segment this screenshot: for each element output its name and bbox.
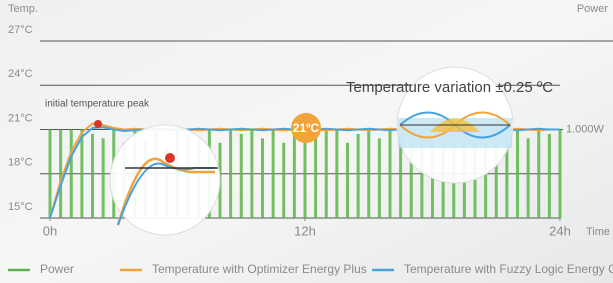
y-tick-label: 24°C bbox=[8, 68, 33, 80]
legend-label: Temperature with Fuzzy Logic Energy Cont… bbox=[404, 262, 613, 276]
power-bar bbox=[240, 134, 243, 218]
power-bar bbox=[357, 134, 360, 218]
power-bar bbox=[229, 130, 232, 219]
power-bar bbox=[367, 130, 370, 219]
power-bar bbox=[527, 138, 530, 218]
peak-dot bbox=[94, 120, 102, 128]
power-bar bbox=[282, 143, 285, 218]
power-bar bbox=[80, 130, 83, 219]
power-bar bbox=[325, 130, 328, 219]
x-axis-title: Time bbox=[586, 226, 610, 238]
power-bar bbox=[389, 130, 392, 219]
y2-axis-title: Power bbox=[577, 3, 609, 15]
y-tick-label: 15°C bbox=[8, 201, 33, 213]
power-bar bbox=[272, 130, 275, 219]
legend-label: Power bbox=[40, 262, 74, 276]
x-tick-label: 0h bbox=[43, 223, 57, 238]
power-bar bbox=[293, 130, 296, 219]
y-tick-label: 18°C bbox=[8, 157, 33, 169]
power-bar bbox=[516, 130, 519, 219]
power-bar bbox=[250, 130, 253, 219]
power-bar bbox=[548, 134, 551, 218]
y-axis-title: Temp. bbox=[8, 3, 38, 15]
power-bar bbox=[537, 130, 540, 219]
power-bar bbox=[49, 130, 52, 219]
power-bar bbox=[59, 130, 62, 219]
power-bar bbox=[346, 143, 349, 218]
zoom-circle bbox=[110, 125, 220, 235]
y-tick-label: 27°C bbox=[8, 24, 33, 36]
y-tick-label: 21°C bbox=[8, 112, 33, 124]
peak-dot bbox=[165, 153, 175, 163]
power-bar bbox=[314, 138, 317, 218]
x-tick-label: 12h bbox=[294, 223, 316, 238]
badge-label: 21ºC bbox=[293, 121, 320, 135]
annotation: Temperature variation ±0.25 ºC bbox=[346, 79, 553, 96]
legend-label: Temperature with Optimizer Energy Plus bbox=[152, 262, 367, 276]
power-bar bbox=[102, 138, 105, 218]
power-bar bbox=[335, 130, 338, 219]
power-bar bbox=[261, 138, 264, 218]
power-bar bbox=[304, 134, 307, 218]
power-bar bbox=[559, 130, 562, 219]
annotation: initial temperature peak bbox=[45, 99, 150, 110]
power-bar bbox=[70, 130, 73, 219]
chart: Temp. Power Time 15°C 18°C 21°C 24°C 27°C 1.0… bbox=[0, 0, 613, 283]
power-bar bbox=[91, 134, 94, 218]
x-tick-label: 24h bbox=[549, 223, 571, 238]
y2-tick-label: 1.000W bbox=[566, 123, 605, 135]
power-bar bbox=[378, 138, 381, 218]
